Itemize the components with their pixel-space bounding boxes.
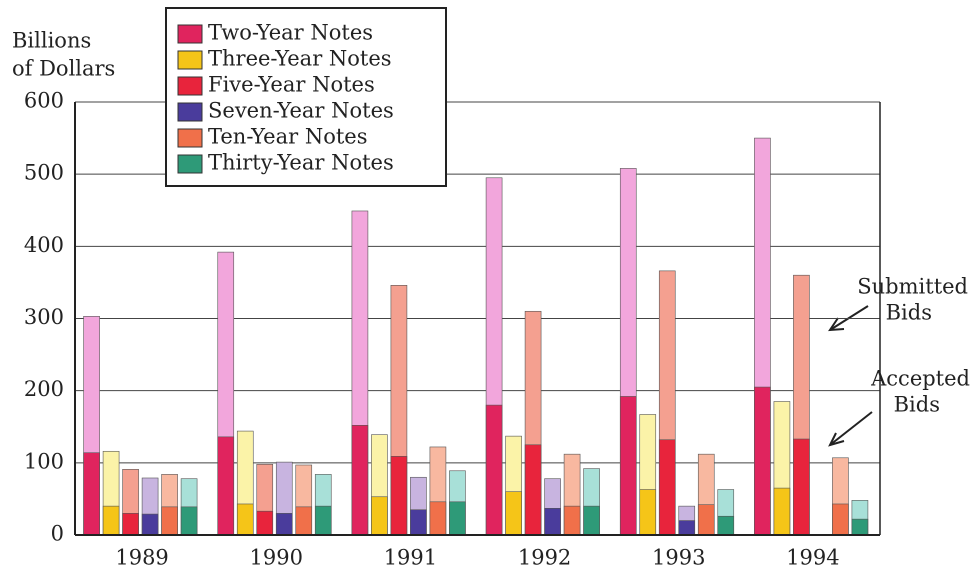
accepted-bar [161, 506, 178, 536]
x-tick-label: 1992 [518, 546, 571, 570]
y-tick-label: 100 [24, 449, 64, 473]
y-tick-label: 500 [24, 161, 64, 185]
accepted-bar [717, 515, 735, 536]
legend-swatch [177, 50, 203, 70]
y-axis-label: Billions [12, 29, 91, 53]
y-tick-label: 300 [24, 305, 64, 329]
accepted-bar [390, 456, 408, 536]
legend-label: Thirty-Year Notes [208, 151, 394, 175]
legend-swatch [177, 76, 203, 96]
accepted-bar [122, 513, 139, 536]
accepted-bar [410, 509, 427, 536]
x-tick-label: 1989 [115, 546, 168, 570]
legend-swatch [177, 128, 203, 148]
annotation: Bids [886, 301, 932, 325]
annotation: Accepted [870, 367, 970, 391]
accepted-bar [180, 506, 198, 536]
accepted-bar [639, 489, 657, 536]
y-tick-label: 400 [24, 233, 64, 257]
accepted-bar [754, 386, 771, 536]
accepted-bar [832, 503, 849, 536]
y-tick-label: 0 [51, 522, 64, 546]
accepted-bar [295, 506, 313, 536]
x-tick-label: 1991 [384, 546, 437, 570]
annotation: Submitted [857, 275, 968, 299]
accepted-bar [619, 396, 637, 536]
accepted-bar [351, 425, 369, 536]
y-tick-label: 200 [24, 377, 64, 401]
legend-swatch [177, 102, 203, 122]
accepted-bar [697, 504, 715, 536]
legend-swatch [177, 24, 203, 44]
legend-label: Ten-Year Notes [208, 125, 367, 149]
y-tick-label: 600 [24, 89, 64, 113]
accepted-bar [236, 503, 254, 536]
accepted-bar [658, 439, 676, 536]
accepted-bar [544, 507, 561, 536]
accepted-bar [217, 436, 235, 536]
accepted-bar [524, 444, 542, 536]
accepted-bar [851, 518, 869, 536]
legend-label: Two-Year Notes [208, 21, 373, 45]
accepted-bar [678, 520, 696, 536]
accepted-bar [563, 505, 581, 536]
accepted-bar [141, 513, 159, 536]
arrows [828, 305, 873, 447]
accepted-bar [583, 505, 600, 536]
legend-label: Seven-Year Notes [208, 99, 394, 123]
x-tick-label: 1990 [250, 546, 303, 570]
accepted-bar [83, 452, 100, 536]
accepted-bar [485, 404, 503, 536]
y-axis-label: of Dollars [12, 57, 115, 81]
accepted-bar [102, 505, 120, 536]
x-tick-label: 1993 [652, 546, 705, 570]
accepted-bar [429, 501, 447, 536]
accepted-bar [449, 501, 466, 536]
accepted-bar [256, 510, 274, 536]
accepted-bar [314, 505, 332, 536]
accepted-bar [505, 491, 522, 536]
legend-swatch [177, 154, 203, 174]
accepted-bar [371, 496, 388, 536]
accepted-bar [275, 513, 293, 536]
annotation: Bids [894, 393, 940, 417]
legend-box [165, 7, 447, 187]
accepted-bar [793, 438, 810, 536]
legend-label: Five-Year Notes [208, 73, 375, 97]
accepted-bar [773, 487, 791, 536]
x-tick-label: 1994 [786, 546, 839, 570]
legend-label: Three-Year Notes [208, 47, 392, 71]
